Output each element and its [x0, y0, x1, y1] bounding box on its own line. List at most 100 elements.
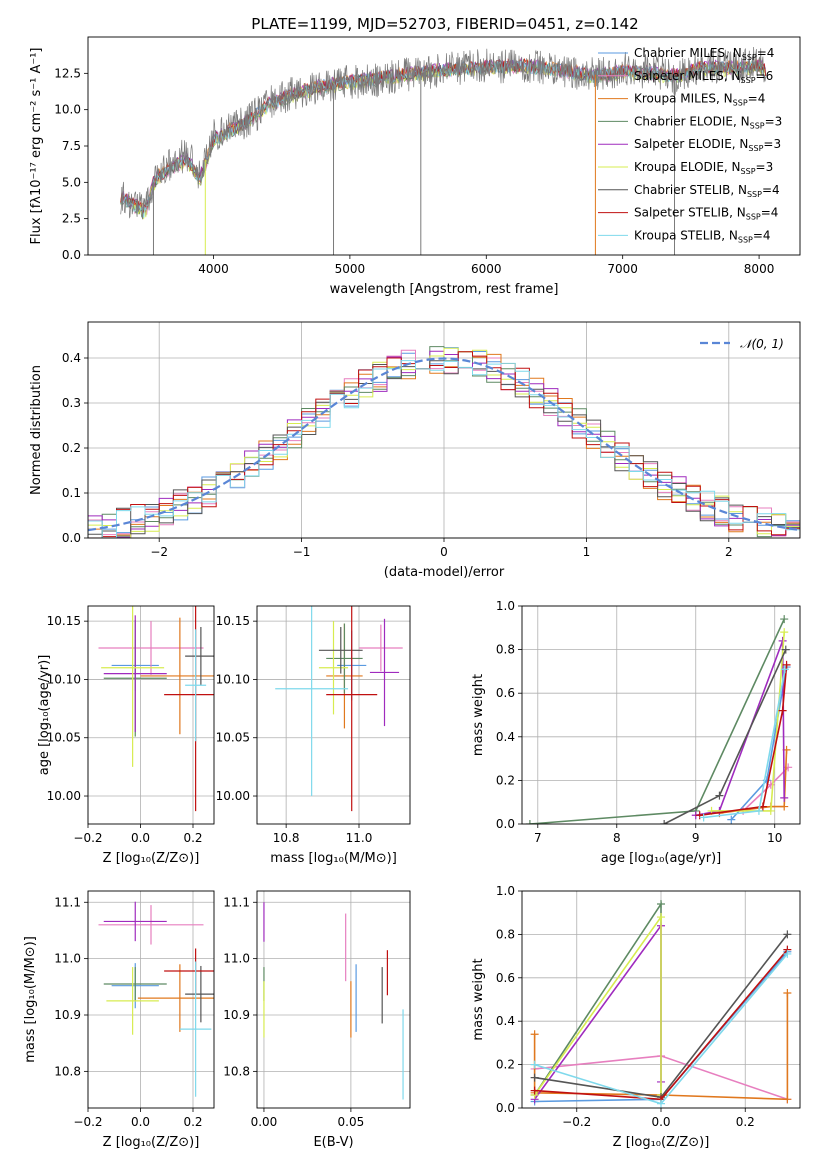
weight-marker [766, 806, 775, 815]
weight-marker [525, 820, 534, 824]
x-tick-label: −0.2 [73, 1115, 102, 1129]
y-tick-label: 12.5 [54, 66, 81, 80]
legend-name: Chabrier MILES, N [634, 46, 742, 60]
x-axis-label: wavelength [Angstrom, rest frame] [330, 282, 559, 297]
weight-marker [783, 930, 792, 939]
axes-frame [87, 36, 801, 256]
spectrum-lines [120, 46, 766, 255]
x-tick-label: −1 [293, 545, 311, 559]
axes-weight-vs-Z: −0.2 0.0 0.2 0.0 0.2 0.4 0.6 0.8 1.0 Z [log₁₀(Z/Z… [471, 884, 801, 1150]
weight-marker [783, 949, 792, 958]
x-tick-label: 0.0 [651, 1115, 670, 1129]
errorbar-point-4 [103, 901, 167, 942]
weight-marker [699, 813, 708, 822]
weight-line-4 [533, 923, 662, 1100]
errorbar-point-6 [318, 626, 363, 674]
weight-line-4 [695, 640, 785, 817]
x-tick-label: 10.8 [273, 831, 300, 845]
weight-marker [530, 1060, 539, 1069]
weight-marker [783, 988, 792, 997]
errorbar-point-3 [326, 623, 363, 694]
y-tick-label: 0.8 [496, 643, 515, 657]
y-tick-label: 10.8 [54, 1064, 81, 1078]
errorbar-layer [98, 606, 214, 812]
y-tick-label: 0.3 [62, 396, 81, 410]
legend-name: Salpeter STELIB, N [634, 206, 746, 220]
y-tick-label: 10.00 [216, 789, 250, 803]
axes-frame [87, 605, 215, 825]
weight-marker [780, 615, 789, 624]
legend-suffix: =3 [765, 114, 783, 128]
legend-entry: Salpeter ELODIE, NSSP=3 [634, 137, 781, 153]
errorbar-layer [263, 902, 404, 1100]
weight-marker [530, 1073, 539, 1082]
legend-entry: Kroupa MILES, NSSP=4 [634, 92, 765, 108]
y-tick-label: 10.10 [47, 672, 81, 686]
y-tick-label: 10.9 [54, 1008, 81, 1022]
weight-marker [715, 791, 724, 800]
legend-suffix: =6 [756, 69, 774, 83]
y-tick-label: 10.05 [216, 731, 250, 745]
axes-frame [256, 605, 411, 825]
y-axis-label: Flux [fλ10⁻¹⁷ erg cm⁻² s⁻¹ A⁻¹] [29, 48, 44, 245]
legend-sub: SSP [741, 76, 756, 85]
errorbar-point-3 [103, 967, 167, 1001]
x-tick-label: 8 [613, 831, 621, 845]
weight-marker [657, 1099, 665, 1108]
x-axis-label: Z [log₁₀(Z/Z⊙)] [613, 1135, 710, 1150]
x-tick-label: 7000 [607, 262, 638, 276]
errorbar-layer [275, 606, 403, 812]
x-tick-label: 0.00 [251, 1115, 278, 1129]
errorbar-point-6 [185, 626, 214, 686]
y-tick-label: 7.5 [62, 139, 81, 153]
histogram-8 [88, 360, 800, 538]
weight-marker [727, 815, 736, 824]
weight-layer [530, 900, 792, 1108]
errorbar-point-8 [185, 629, 207, 742]
errorbar-point-4 [103, 615, 167, 732]
y-tick-label: 11.0 [54, 952, 81, 966]
x-tick-label: 0.2 [183, 831, 202, 845]
weight-layer [525, 615, 793, 824]
y-tick-label: 10.10 [216, 672, 250, 686]
y-tick-label: 0.0 [496, 817, 515, 831]
x-tick-label: 9 [692, 831, 700, 845]
x-tick-label: 0.2 [183, 1115, 202, 1129]
axes-mass-vs-Z: −0.2 0.0 0.2 10.8 10.9 11.0 11.1 Z [log₁₀(Z/Z⊙)… [23, 890, 215, 1150]
y-tick-label: 0.4 [496, 1014, 515, 1028]
legend-name: Salpeter ELODIE, N [634, 137, 748, 151]
x-tick-label: 2 [725, 545, 733, 559]
errorbar-point-1 [359, 624, 403, 672]
x-tick-label: 0.0 [131, 831, 150, 845]
legend-name: Chabrier STELIB, N [634, 183, 747, 197]
weight-marker [778, 706, 787, 715]
y-tick-label: 10.05 [47, 731, 81, 745]
weight-marker [780, 665, 789, 674]
legend-name: Kroupa STELIB, N [634, 228, 738, 242]
axes-age-vs-Z: −0.2 0.0 0.2 10.00 10.05 10.10 10.15 Z [log₁₀(Z… [37, 605, 215, 866]
data-line [120, 46, 766, 220]
legend-entry: Kroupa ELODIE, NSSP=3 [634, 160, 773, 176]
legend-sub: SSP [733, 99, 748, 108]
legend-suffix: =4 [761, 206, 779, 220]
x-axis-label: E(B-V) [313, 1135, 353, 1150]
legend-name: Kroupa ELODIE, N [634, 160, 741, 174]
y-tick-label: 11.1 [223, 895, 250, 909]
x-tick-label: 6000 [471, 262, 502, 276]
y-tick-label: 0.0 [62, 248, 81, 262]
x-tick-label: 10 [767, 831, 782, 845]
x-tick-label: 1 [583, 545, 591, 559]
legend-name: Chabrier ELODIE, N [634, 114, 750, 128]
histogram-layer [88, 346, 800, 538]
axes-mass-vs-ebv: 0.00 0.05 10.8 10.9 11.0 11.1 E(B-V) [223, 890, 411, 1150]
weight-marker [783, 1095, 792, 1104]
errorbar-point-1 [98, 905, 204, 945]
legend-suffix: =3 [756, 160, 774, 174]
weight-marker [530, 1030, 539, 1039]
y-tick-label: 10.15 [47, 614, 81, 628]
x-tick-label: −0.2 [73, 831, 102, 845]
errorbar-point-4 [369, 618, 400, 727]
y-tick-label: 0.6 [496, 686, 515, 700]
errorbar-point-5 [106, 967, 159, 1035]
